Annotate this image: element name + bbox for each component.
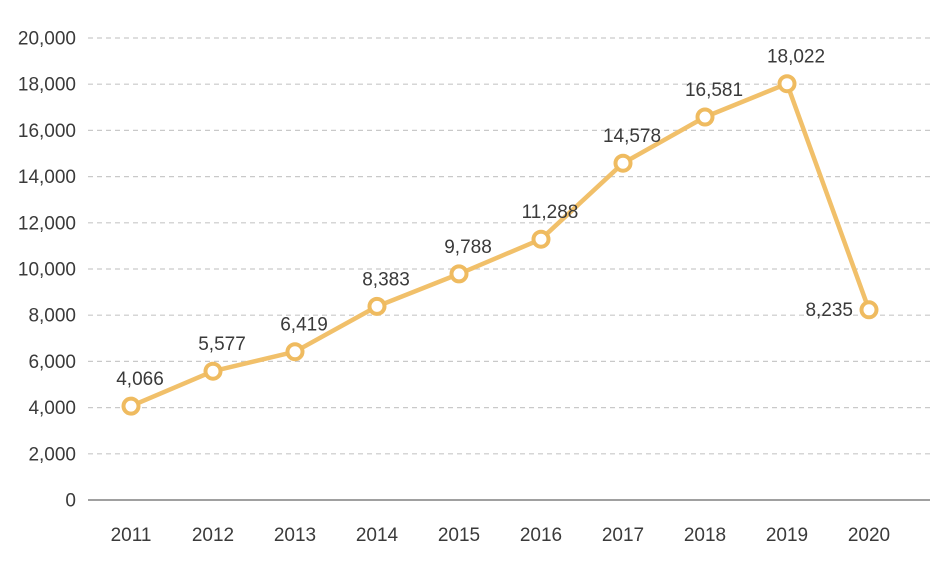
data-point-label: 8,235 [805, 300, 853, 321]
data-point-label: 11,288 [522, 202, 579, 223]
x-tick-label: 2020 [848, 525, 890, 546]
data-line [128, 81, 872, 409]
data-point-marker [695, 107, 715, 127]
data-point-marker [449, 264, 469, 284]
data-point-label: 18,022 [767, 47, 825, 68]
data-point-marker [531, 229, 551, 249]
x-tick-label: 2017 [602, 525, 644, 546]
data-point-marker [121, 396, 141, 416]
data-point-label: 6,419 [280, 315, 328, 336]
x-tick-label: 2018 [684, 525, 726, 546]
y-tick-label: 6,000 [28, 352, 76, 373]
x-tick-label: 2015 [438, 525, 480, 546]
data-point-marker [613, 153, 633, 173]
x-tick-label: 2013 [274, 525, 316, 546]
y-tick-label: 12,000 [18, 213, 76, 234]
x-tick-label: 2012 [192, 525, 234, 546]
data-point-label: 5,577 [198, 334, 246, 355]
y-tick-label: 8,000 [28, 306, 76, 327]
x-tick-label: 2011 [111, 525, 152, 546]
data-point-label: 16,581 [685, 80, 743, 101]
data-point-marker [285, 342, 305, 362]
y-tick-label: 2,000 [28, 444, 76, 465]
y-tick-label: 10,000 [18, 260, 76, 281]
data-point-label: 9,788 [444, 237, 492, 258]
data-point-label: 14,578 [603, 126, 661, 147]
y-tick-label: 0 [65, 491, 76, 512]
y-tick-label: 16,000 [18, 121, 76, 142]
data-point-marker [777, 74, 797, 94]
y-tick-label: 20,000 [18, 29, 76, 50]
y-tick-label: 18,000 [18, 75, 76, 96]
data-point-label: 4,066 [116, 369, 164, 390]
y-tick-label: 14,000 [18, 167, 76, 188]
x-tick-label: 2014 [356, 525, 399, 546]
data-point-label: 8,383 [362, 269, 410, 290]
y-tick-label: 4,000 [28, 398, 76, 419]
data-point-marker [859, 300, 879, 320]
data-point-marker [367, 296, 387, 316]
x-tick-label: 2016 [520, 525, 562, 546]
data-point-marker [203, 361, 223, 381]
x-tick-label: 2019 [766, 525, 808, 546]
